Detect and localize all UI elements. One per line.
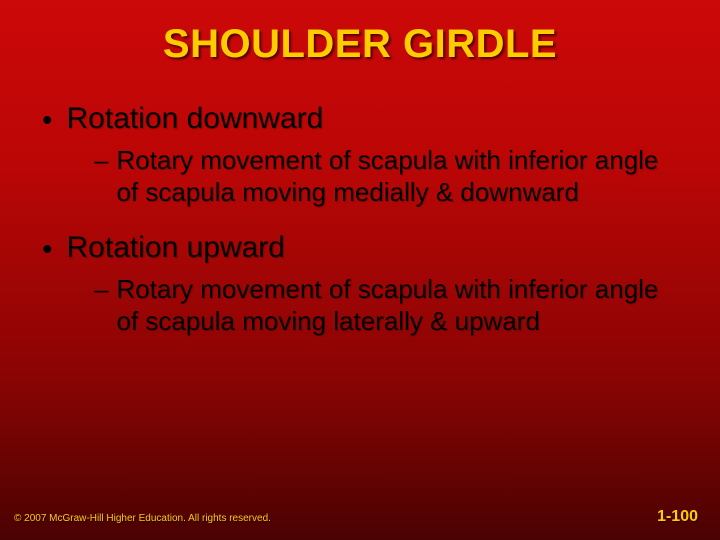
slide-title: SHOULDER GIRDLE [38, 22, 682, 67]
bullet-level2: – Rotary movement of scapula with inferi… [94, 145, 682, 208]
bullet-dash-icon: – [94, 145, 108, 177]
bullet-dot-icon: • [42, 232, 53, 268]
bullet-dash-icon: – [94, 274, 108, 306]
bullet-level2-text: Rotary movement of scapula with inferior… [116, 274, 676, 337]
bullet-level1: • Rotation upward [42, 230, 682, 268]
bullet-level1-text: Rotation upward [67, 230, 285, 266]
bullet-level2-text: Rotary movement of scapula with inferior… [116, 145, 676, 208]
bullet-level2: – Rotary movement of scapula with inferi… [94, 274, 682, 337]
bullet-level1: • Rotation downward [42, 101, 682, 139]
slide: SHOULDER GIRDLE • Rotation downward – Ro… [0, 0, 720, 540]
footer-page-number: 1-100 [657, 508, 698, 526]
bullet-dot-icon: • [42, 103, 53, 139]
bullet-level1-text: Rotation downward [67, 101, 324, 137]
footer-copyright: © 2007 McGraw-Hill Higher Education. All… [14, 513, 271, 524]
